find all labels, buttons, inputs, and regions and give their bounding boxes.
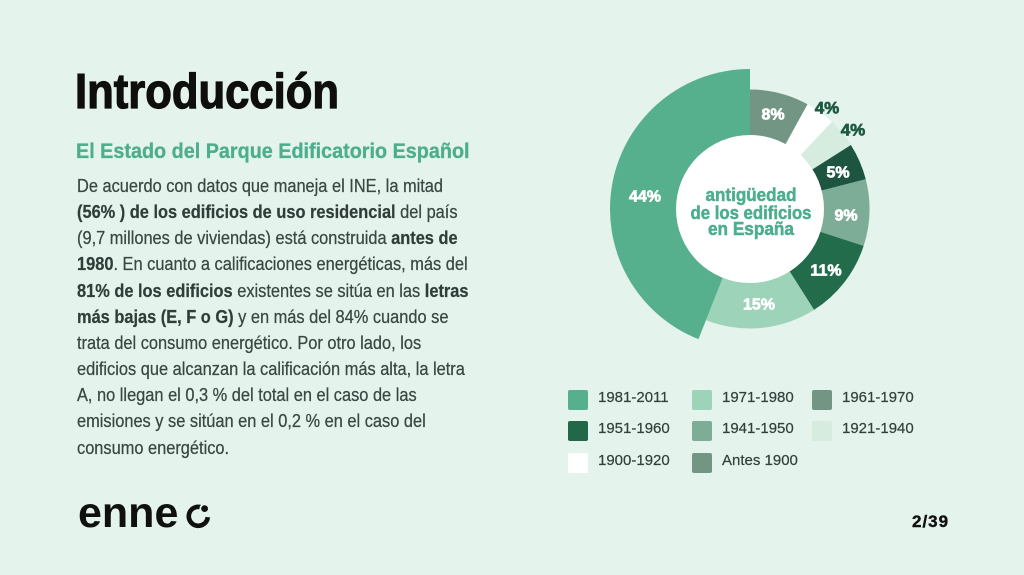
svg-text:8%: 8%: [761, 107, 784, 124]
svg-text:9%: 9%: [834, 208, 857, 225]
svg-text:15%: 15%: [743, 297, 775, 314]
svg-text:en España: en España: [708, 219, 795, 239]
svg-text:11%: 11%: [810, 263, 841, 280]
svg-text:5%: 5%: [826, 165, 849, 182]
svg-text:de los edificios: de los edificios: [691, 203, 812, 223]
svg-text:4%: 4%: [841, 121, 866, 140]
svg-text:4%: 4%: [815, 99, 840, 118]
svg-text:44%: 44%: [629, 189, 661, 206]
svg-text:enne: enne: [78, 489, 178, 537]
svg-text:antigüedad: antigüedad: [706, 185, 797, 205]
